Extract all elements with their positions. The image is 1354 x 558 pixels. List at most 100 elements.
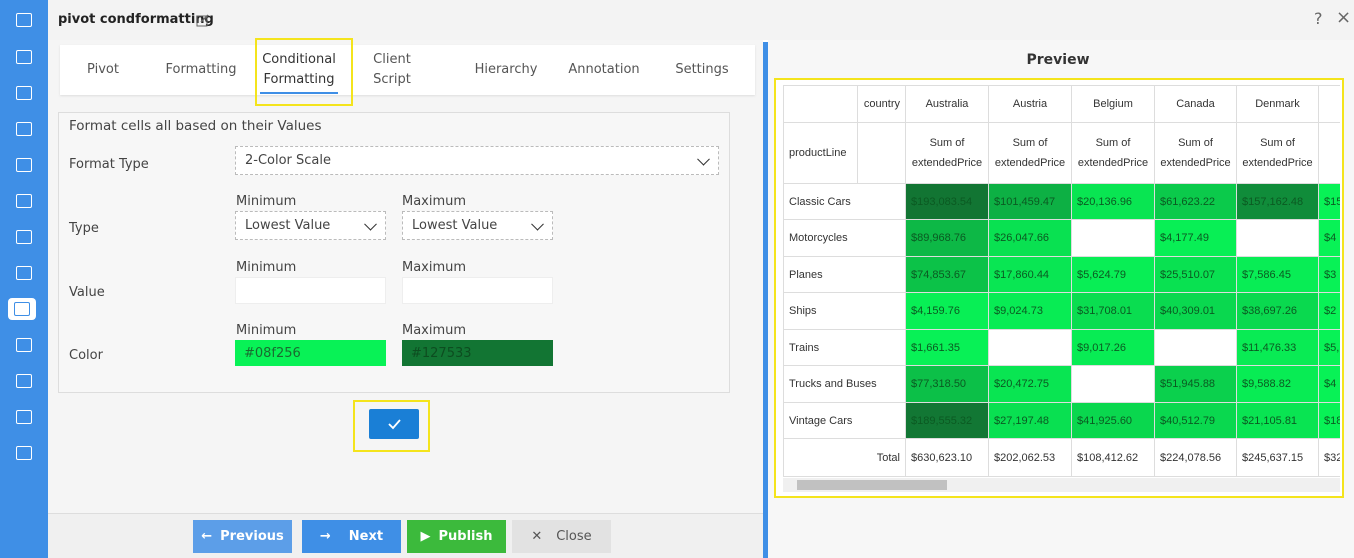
value-cell: $7,586.45: [1237, 257, 1319, 293]
value-cell: $20,136.96: [1072, 184, 1155, 220]
button-label: Close: [556, 529, 592, 544]
label: Maximum: [402, 323, 467, 338]
tab[interactable]: Conditional Formatting: [260, 48, 338, 94]
edit-icon[interactable]: [196, 13, 210, 27]
tab[interactable]: Formatting: [165, 62, 237, 77]
label: Maximum: [402, 194, 467, 209]
value-cell: $15: [1319, 184, 1340, 220]
footer-bar: [48, 513, 763, 558]
value-min-input[interactable]: [235, 277, 386, 304]
total-cell: $245,637.15: [1237, 439, 1319, 477]
nav-icon[interactable]: [16, 230, 32, 244]
format-type-select[interactable]: 2-Color Scale: [235, 146, 719, 175]
row-label: Planes: [784, 257, 906, 293]
value-cell: $77,318.50: [906, 366, 989, 403]
type-min-select[interactable]: Lowest Value: [235, 211, 386, 240]
value-cell: $17,860.44: [989, 257, 1072, 293]
empty-cell: [1072, 220, 1155, 257]
scroll-thumb[interactable]: [797, 480, 947, 490]
nav-icon[interactable]: [16, 158, 32, 172]
type-max-select[interactable]: Lowest Value: [402, 211, 553, 240]
nav-icon[interactable]: [16, 50, 32, 64]
nav-icon[interactable]: [16, 13, 32, 27]
value-cell: $38,697.26: [1237, 293, 1319, 330]
label: Type: [69, 221, 99, 236]
value-cell: $4: [1319, 220, 1340, 257]
value-cell: $5,: [1319, 330, 1340, 366]
preview-title: Preview: [1026, 52, 1090, 68]
color-min-input[interactable]: #08f256: [235, 340, 386, 366]
value-cell: $189,555.32: [906, 403, 989, 439]
check-icon: [388, 419, 401, 430]
value-max-input[interactable]: [402, 277, 553, 304]
value-cell: $20,472.75: [989, 366, 1072, 403]
nav-icon[interactable]: [16, 338, 32, 352]
value-cell: $101,459.47: [989, 184, 1072, 220]
label: Value: [69, 285, 105, 300]
value-cell: $31,708.01: [1072, 293, 1155, 330]
nav-icon[interactable]: [16, 86, 32, 100]
row-label: Vintage Cars: [784, 403, 906, 439]
tab-bar: [60, 45, 755, 95]
column-header: country: [858, 86, 906, 123]
value-cell: $25,510.07: [1155, 257, 1237, 293]
nav-icon[interactable]: [16, 446, 32, 460]
highlight: [353, 400, 430, 452]
label: Format Type: [69, 157, 149, 172]
value-cell: $5,624.79: [1072, 257, 1155, 293]
button-label: Next: [348, 529, 384, 544]
apply-button[interactable]: [369, 409, 419, 439]
scrollbar[interactable]: [783, 478, 1340, 492]
tab[interactable]: Client Script: [373, 52, 411, 87]
select-value: Lowest Value: [412, 218, 498, 233]
row-label: Ships: [784, 293, 906, 330]
color-value: #127533: [411, 345, 472, 361]
pivot-table: country productLine Australia Sum of extend…: [783, 85, 1340, 477]
value-cell: $27,197.48: [989, 403, 1072, 439]
highlight: [255, 38, 353, 106]
empty-cell: [989, 330, 1072, 366]
label: Minimum: [236, 323, 297, 338]
nav-icon[interactable]: [16, 410, 32, 424]
total-label: Total: [784, 439, 906, 477]
value-cell: $89,968.76: [906, 220, 989, 257]
row-label: Classic Cars: [784, 184, 906, 220]
publish-button[interactable]: ▶ Publish: [407, 520, 506, 553]
nav-icon[interactable]: [16, 194, 32, 208]
country-header: Belgium: [1072, 86, 1155, 123]
total-cell: $630,623.10: [906, 439, 989, 477]
splitter[interactable]: [763, 42, 768, 558]
value-cell: $4,177.49: [1155, 220, 1237, 257]
value-cell: $193,083.54: [906, 184, 989, 220]
color-max-input[interactable]: #127533: [402, 340, 553, 366]
tab[interactable]: Annotation: [568, 62, 640, 77]
tab[interactable]: Hierarchy: [474, 62, 538, 77]
label: Minimum: [236, 260, 297, 275]
value-cell: $157,162.48: [1237, 184, 1319, 220]
nav-icon[interactable]: [16, 266, 32, 280]
select-value: 2-Color Scale: [245, 153, 332, 168]
nav-active[interactable]: [8, 298, 36, 320]
select-value: Lowest Value: [245, 218, 331, 233]
country-header: Austria: [989, 86, 1072, 123]
value-cell: $9,024.73: [989, 293, 1072, 330]
nav-icon[interactable]: [16, 374, 32, 388]
tab[interactable]: Pivot: [87, 62, 119, 77]
label: Color: [69, 348, 103, 363]
previous-button[interactable]: ← Previous: [193, 520, 292, 553]
empty-cell: [1237, 220, 1319, 257]
left-panel: [48, 40, 763, 558]
nav-icon[interactable]: [16, 122, 32, 136]
close-button[interactable]: ✕ Close: [512, 520, 611, 553]
value-cell: $40,309.01: [1155, 293, 1237, 330]
empty-cell: [1072, 366, 1155, 403]
help[interactable]: ?: [1314, 9, 1323, 28]
value-cell: $21,105.81: [1237, 403, 1319, 439]
country-header: Australia: [906, 86, 989, 123]
color-value: #08f256: [244, 345, 301, 361]
close-icon[interactable]: ×: [1336, 7, 1352, 28]
measure-header: Sum of extendedPrice: [1072, 123, 1155, 184]
tab[interactable]: Settings: [675, 62, 729, 77]
value-cell: $3: [1319, 257, 1340, 293]
next-button[interactable]: → Next: [302, 520, 401, 553]
